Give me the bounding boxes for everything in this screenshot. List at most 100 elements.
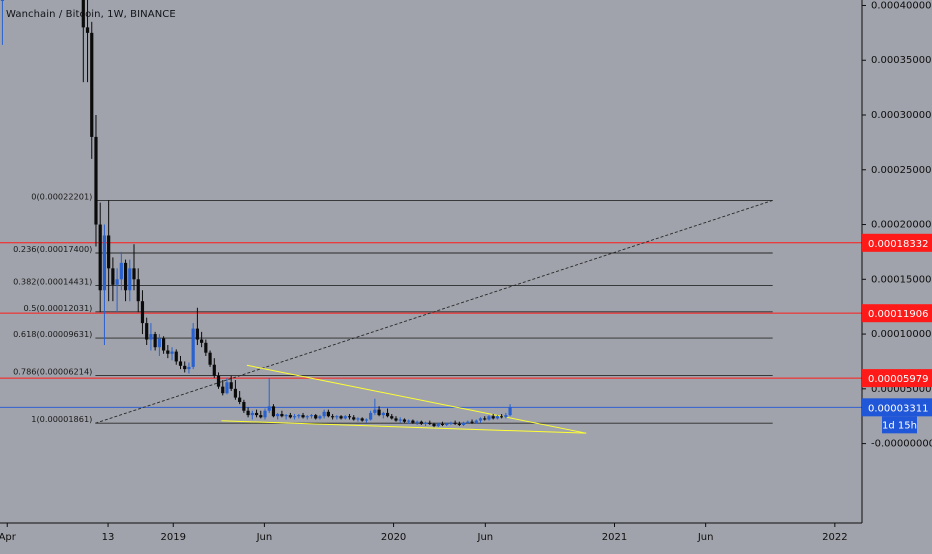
y-tick-label: 0.00015000 [871,274,931,285]
candle-body [326,411,330,417]
candle-body [381,412,385,416]
candle-body [216,375,221,387]
candle-body [123,262,128,291]
x-tick-label: Jun [697,532,714,543]
candle-body [432,423,436,427]
level-price-tag-label: 0.00011906 [868,309,928,320]
candle-body [445,423,449,425]
candle-body [280,414,284,417]
candle-body [111,268,115,285]
candle-body [254,412,259,416]
candle-body [276,414,280,417]
candle-body [191,328,195,367]
candle-body [238,397,242,402]
candle-body [212,364,216,376]
candle-body [85,27,90,33]
candle-body [508,407,512,416]
candle-body [157,338,161,348]
candle-body [457,423,461,425]
candle-body [225,382,229,394]
candle-body [145,323,149,340]
x-tick-label: Jun [256,532,273,543]
y-tick-label: 0.00020000 [871,220,931,231]
candle-body [398,419,402,421]
candle-body [407,420,411,422]
candle-body [195,328,199,340]
candle-body [314,415,318,419]
x-tick-label: 2019 [161,532,186,543]
fib-level-label: 1(0.00001861) [31,414,92,424]
candle-body [411,420,415,423]
candles [0,0,512,428]
candle-body [153,334,157,348]
candle-body [318,416,322,419]
candle-body [242,401,246,411]
candle-body [415,421,419,423]
last-price-tag [862,398,932,417]
candle-body [119,262,123,280]
candle-body [229,382,233,389]
y-tick-label: 0.00035000 [871,55,931,66]
candle-body [166,350,170,354]
y-tick-label: 0.00010000 [871,329,931,340]
chart-title: Wanchain / Bitcoin, 1W, BINANCE [6,9,176,20]
x-tick-label: Apr [0,532,17,543]
candle-body [428,422,432,424]
candle-body [335,416,339,418]
fib-level-label: 0.618(0.00009631) [13,329,92,339]
candle-body [233,388,238,398]
candle-body [115,279,119,285]
candle-body [423,422,428,424]
candle-body [102,235,107,291]
level-price-tag [862,304,932,323]
wedge-trend-line [221,420,587,434]
candle-body [369,412,373,420]
candle-body [140,301,145,324]
last-price-tag-label: 0.00003311 [868,403,928,414]
candle-body [305,416,309,418]
candle-body [491,416,495,419]
candle-body [200,339,204,343]
fib-level-label: 0.5(0.00012031) [23,303,92,313]
candle-body [373,409,377,413]
countdown-tag-label: 1d 15h [882,420,917,431]
fib-level-label: 0.236(0.00017400) [13,244,92,254]
candle-body [339,416,343,419]
x-tick-label: 2020 [381,532,406,543]
candle-body [263,410,267,418]
candle-body [500,416,504,418]
fib-level-label: 0.382(0.00014431) [13,277,92,287]
x-tick-label: 13 [102,532,115,543]
y-tick-label: 0.00005000 [871,384,931,395]
candle-body [483,418,487,420]
candle-body [364,419,369,421]
candle-body [94,136,98,225]
candle-body [390,416,394,419]
candle-body [297,415,301,417]
diagonal-dashed-line [95,199,773,424]
candle-body [331,416,335,418]
candle-body [352,417,356,420]
x-tick-label: 2021 [602,532,627,543]
y-tick-label: 0.00025000 [871,165,931,176]
candle-body [453,422,457,424]
candle-body [474,420,478,423]
candle-body [183,365,187,370]
candle-body [98,224,102,291]
y-tick-label: 0.00040000 [871,0,931,11]
candle-body [107,235,111,269]
candle-body [174,351,178,362]
candle-body [128,268,132,291]
level-price-tag [862,369,932,388]
candle-body [271,406,276,417]
fib-level-label: 0.786(0.00006214) [13,367,92,377]
candle-body [267,406,271,411]
candle-body [440,423,445,425]
candle-body [250,412,254,416]
candle-body [436,423,440,427]
candle-body [322,411,326,417]
candle-body [394,418,398,421]
level-price-tag [862,233,932,252]
candle-body [292,416,297,418]
